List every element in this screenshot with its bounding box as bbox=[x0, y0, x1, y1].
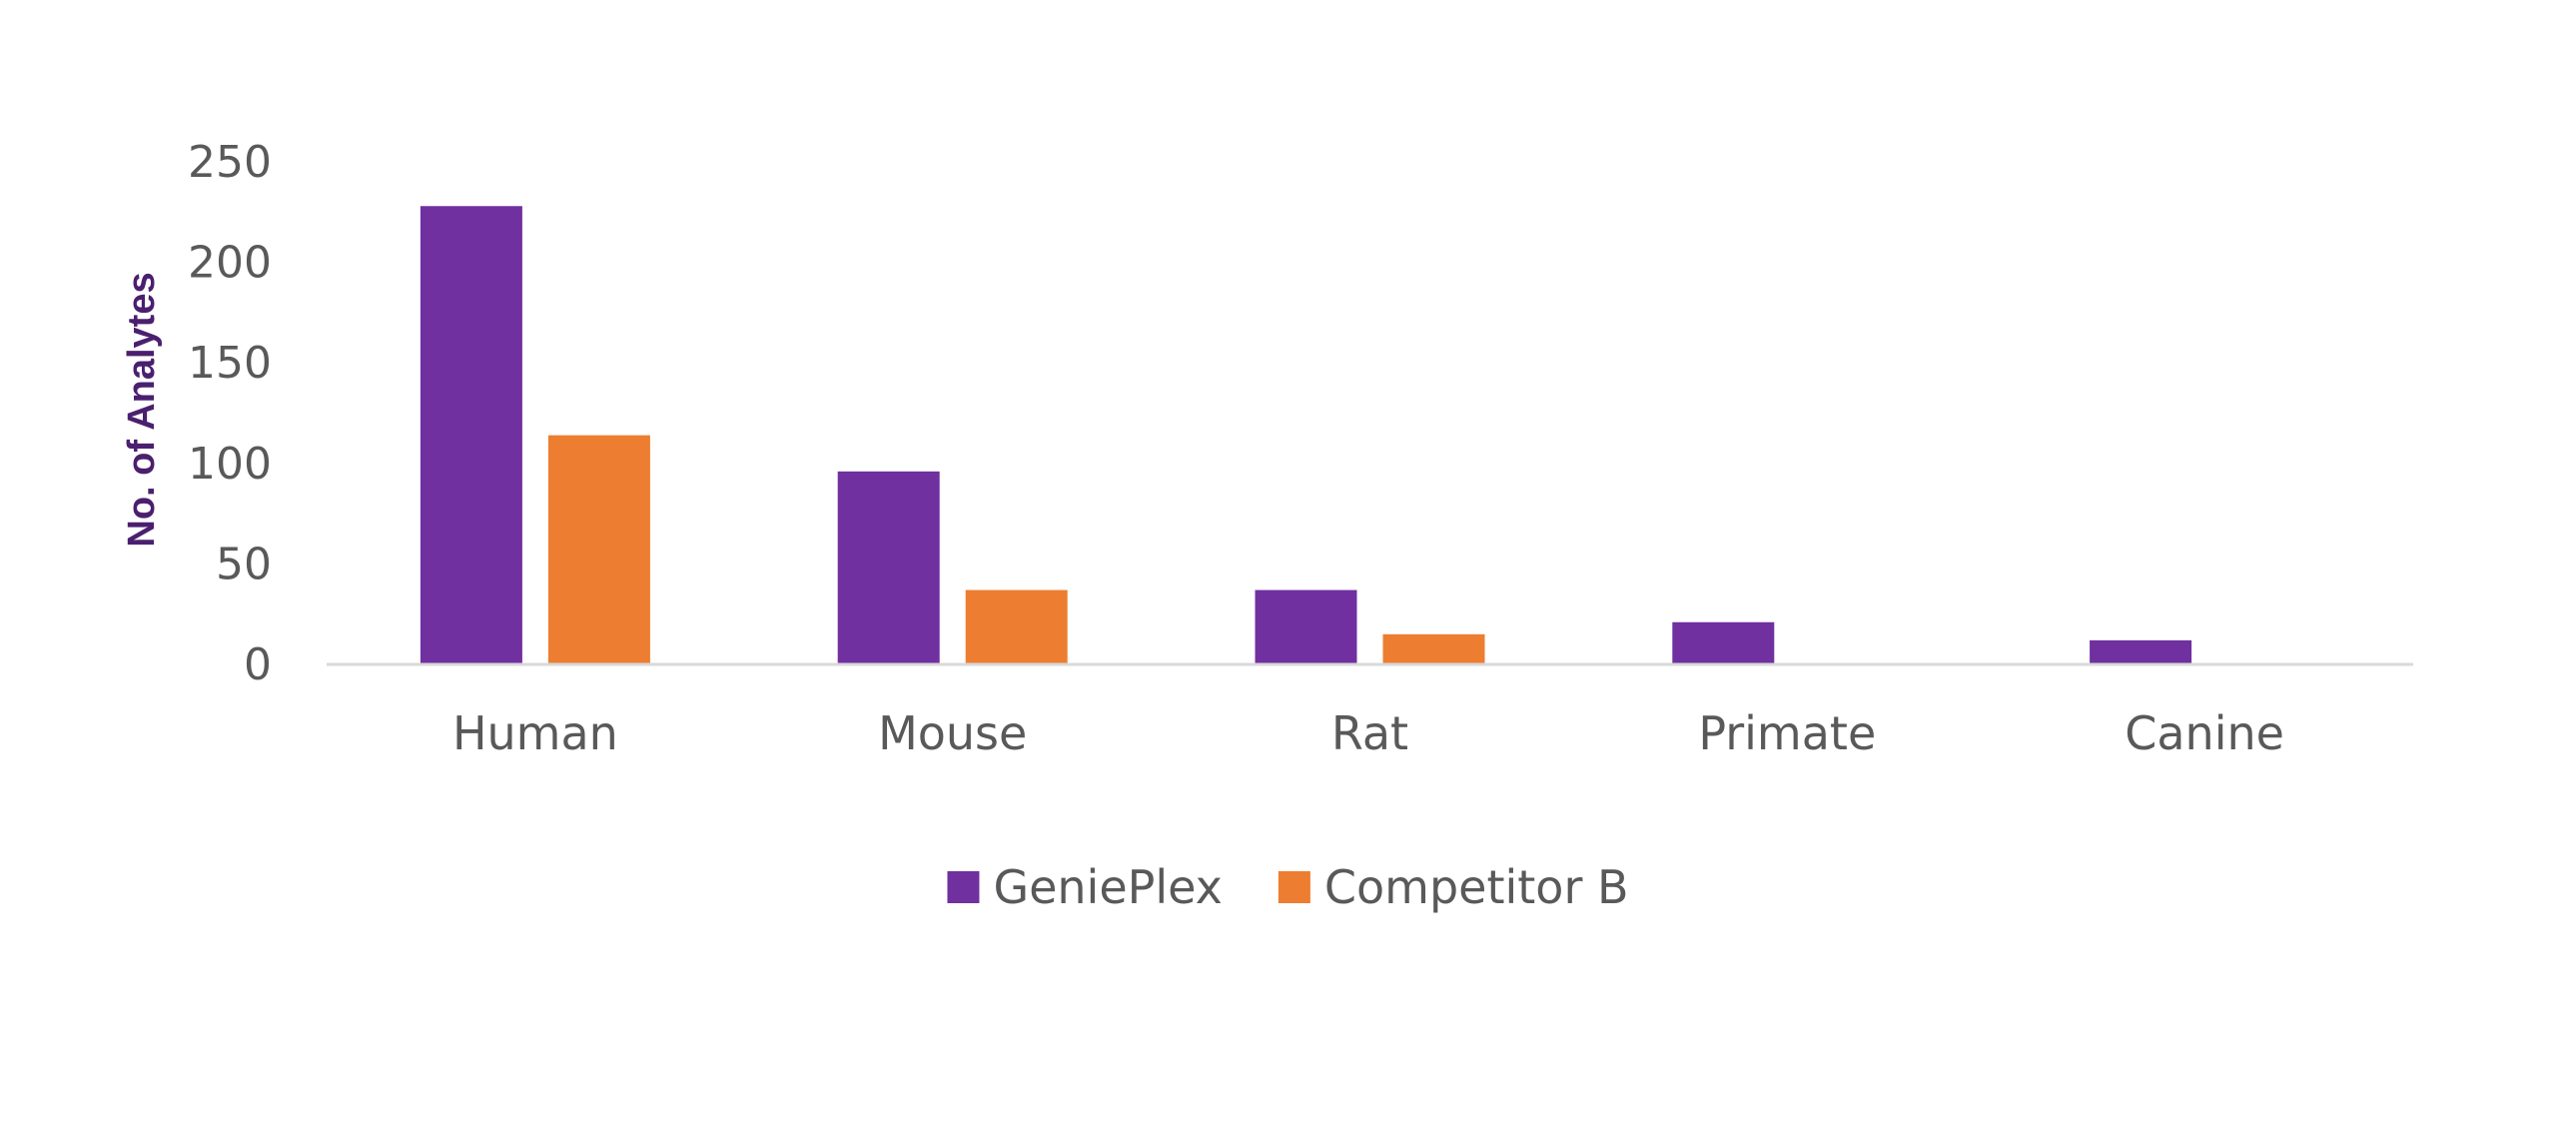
legend-label-genieplex: GeniePlex bbox=[993, 860, 1222, 914]
y-tick-label: 50 bbox=[216, 539, 272, 589]
bar-genieplex-human bbox=[420, 206, 522, 664]
x-tick-label-human: Human bbox=[452, 706, 618, 760]
bar-genieplex-mouse bbox=[837, 471, 940, 664]
bar-genieplex-primate bbox=[1672, 621, 1775, 664]
bar-competitor-b-mouse bbox=[965, 589, 1068, 664]
y-axis-title: No. of Analytes bbox=[121, 272, 163, 547]
x-tick-label-mouse: Mouse bbox=[878, 706, 1027, 760]
y-tick-label: 250 bbox=[188, 137, 272, 188]
bar-competitor-b-rat bbox=[1382, 633, 1485, 664]
x-axis-labels: Human Mouse Rat Primate Canine bbox=[452, 706, 2284, 760]
x-tick-label-canine: Canine bbox=[2125, 706, 2284, 760]
legend: GeniePlex Competitor B bbox=[947, 860, 1629, 914]
legend-swatch-competitor-b bbox=[1278, 871, 1310, 903]
bar-competitor-b-human bbox=[547, 435, 650, 664]
bar-genieplex-rat bbox=[1255, 589, 1357, 664]
y-tick-label: 0 bbox=[244, 639, 272, 690]
legend-swatch-genieplex bbox=[947, 871, 980, 903]
x-tick-label-primate: Primate bbox=[1698, 706, 1876, 760]
y-axis-ticks: 0 50 100 150 200 250 bbox=[188, 137, 272, 690]
y-tick-label: 150 bbox=[188, 338, 272, 389]
legend-label-competitor-b: Competitor B bbox=[1324, 860, 1629, 914]
y-tick-label: 100 bbox=[188, 439, 272, 490]
bars bbox=[420, 206, 2192, 664]
bar-genieplex-canine bbox=[2090, 639, 2192, 664]
y-tick-label: 200 bbox=[188, 238, 272, 289]
x-tick-label-rat: Rat bbox=[1331, 706, 1408, 760]
